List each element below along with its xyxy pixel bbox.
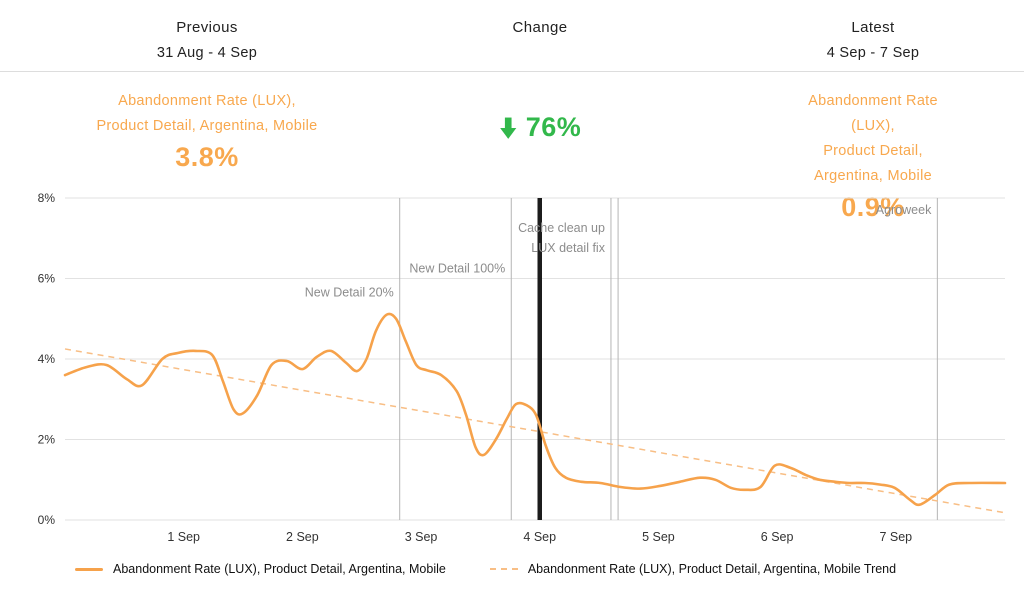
x-axis-label: 6 Sep [761,530,794,544]
series-line [63,312,1007,507]
previous-value: 3.8% [175,142,239,172]
latest-period-header: Latest 4 Sep - 7 Sep [827,19,920,61]
x-axis-label: 7 Sep [879,530,912,544]
annotation-label-new-detail-100: New Detail 100% [409,261,505,275]
previous-metric-name-line2: Product Detail, Argentina, Mobile [96,118,318,134]
previous-kpi: Abandonment Rate (LUX), Product Detail, … [96,89,317,173]
change-kpi: 76% [499,112,582,143]
x-axis-label: 1 Sep [167,530,200,544]
chart-legend: Abandonment Rate (LUX), Product Detail, … [75,562,896,576]
change-value: 76% [525,112,582,142]
legend-item-trend: Abandonment Rate (LUX), Product Detail, … [489,562,897,576]
latest-period-range: 4 Sep - 7 Sep [826,45,920,61]
annotation-label-agroweek: Agroweek [876,203,932,217]
previous-period-header: Previous 31 Aug - 4 Sep [157,19,257,61]
y-axis-label: 0% [38,513,56,527]
trend-line-swatch [489,568,518,570]
legend-series-label: Abandonment Rate (LUX), Product Detail, … [113,562,446,576]
latest-metric-name-line2: Product Detail, Argentina, Mobile [814,143,932,184]
x-axis-label: 2 Sep [286,530,319,544]
latest-value: 0.9% [841,192,905,222]
header-divider [0,71,1024,72]
y-axis-label: 8% [38,191,56,205]
legend-trend-label: Abandonment Rate (LUX), Product Detail, … [527,562,897,576]
abandonment-rate-time-series-chart: 0% 2% 4% 6% 8% 1 Sep 2 Sep 3 Sep 4 Sep 5 Sep 6 Sep… [38,191,1007,544]
x-axis-label: 4 Sep [523,530,556,544]
y-axis-label: 4% [38,352,56,366]
trend-line [64,348,1006,514]
change-title: Change [512,19,568,36]
x-axis-label: 5 Sep [642,530,675,544]
y-axis-label: 6% [38,272,56,286]
annotation-label-cache-clean-up-lux-detail-fix: Cache clean up LUX detail fix [518,221,606,255]
x-axis-label: 3 Sep [405,530,438,544]
previous-period-title: Previous [176,19,238,36]
latest-kpi: Abandonment Rate (LUX), Product Detail, … [798,89,949,223]
previous-metric-name-line1: Abandonment Rate (LUX), [118,93,296,109]
latest-period-title: Latest [851,19,895,36]
latest-metric-name-line1: Abandonment Rate (LUX), [808,93,938,134]
y-axis-label: 2% [38,433,56,447]
annotation-label-new-detail-20: New Detail 20% [305,286,394,300]
previous-period-range: 31 Aug - 4 Sep [156,45,258,61]
decrease-arrow-icon [499,116,518,140]
series-line-swatch [75,567,103,571]
legend-item-series: Abandonment Rate (LUX), Product Detail, … [75,562,446,576]
change-header: Change [513,19,568,36]
